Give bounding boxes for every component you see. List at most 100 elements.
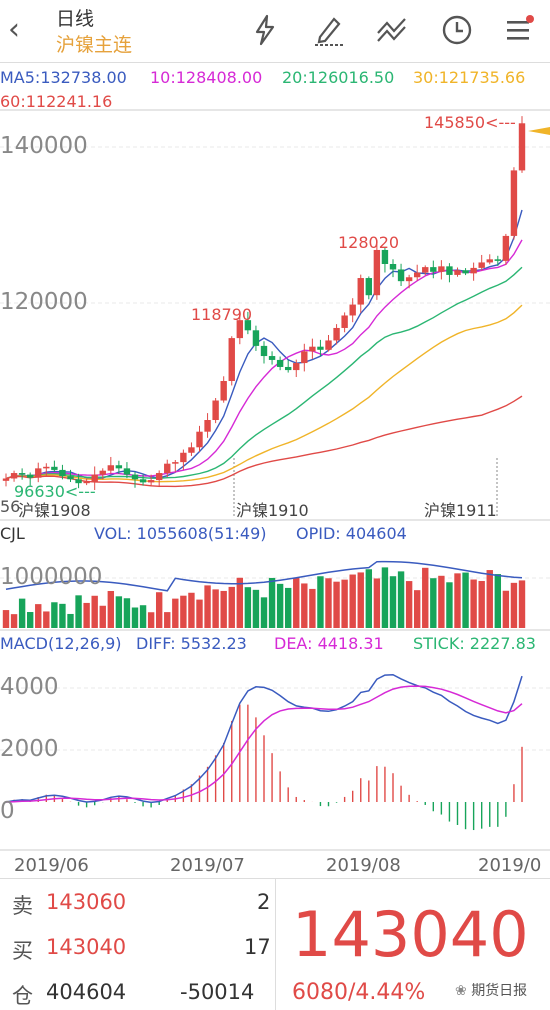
candle-body xyxy=(10,473,18,479)
oi-change: -50014 xyxy=(180,980,255,1004)
volume-bar xyxy=(502,590,510,628)
candle-body xyxy=(107,465,115,471)
diff-line xyxy=(5,673,523,804)
volume-bar xyxy=(276,583,284,628)
candle-body xyxy=(123,468,131,475)
macd-sticks xyxy=(13,704,523,831)
macd-axis-2000: 2000 xyxy=(0,736,59,762)
last-price: 143040 xyxy=(292,898,529,971)
date-label: 2019/07 xyxy=(170,855,245,876)
volume-bar xyxy=(196,599,203,628)
vol-axis-1000000: 1000000 xyxy=(0,564,103,590)
candle-body xyxy=(164,463,171,474)
candles xyxy=(2,116,526,490)
watermark: ❀ 期货日报 xyxy=(455,980,527,1000)
volume-bar xyxy=(188,592,195,628)
annotation-128020: 128020 xyxy=(338,233,400,252)
current-price-marker xyxy=(528,127,550,135)
candle-body xyxy=(405,277,413,282)
menu-icon[interactable] xyxy=(502,13,536,47)
oi-label: 仓 xyxy=(12,984,33,1008)
candle-body xyxy=(446,266,453,275)
volume-bar xyxy=(454,573,461,628)
candle-body xyxy=(99,470,106,475)
buy-qty: 17 xyxy=(244,935,271,959)
draw-line-icon[interactable] xyxy=(375,13,409,47)
volume-bar xyxy=(172,598,179,628)
opid-line xyxy=(5,560,523,592)
annotation-118790: 118790 xyxy=(191,305,253,324)
candle-body xyxy=(462,270,469,274)
opid-label: OPID: 404604 xyxy=(296,524,407,543)
volume-bar xyxy=(462,572,469,628)
candle-body xyxy=(422,267,429,273)
volume-bar xyxy=(438,575,445,628)
volume-bar xyxy=(180,595,187,628)
contract-subtitle[interactable]: 沪镍主连 xyxy=(56,34,133,56)
candle-body xyxy=(518,123,526,171)
volume-bar xyxy=(446,582,453,628)
volume-bar xyxy=(341,579,348,628)
dea-line xyxy=(5,685,523,803)
candle-body xyxy=(228,338,235,381)
volume-bar xyxy=(26,612,34,628)
candle-body xyxy=(147,480,155,483)
diff-label: DIFF: 5532.23 xyxy=(136,634,247,653)
ma10-label: 10:128408.00 xyxy=(150,68,263,87)
candle-body xyxy=(196,431,203,448)
volume-bar xyxy=(486,570,493,628)
candle-body xyxy=(18,473,26,475)
candle-body xyxy=(260,345,268,357)
volume-bar xyxy=(75,595,82,628)
lightning-icon[interactable] xyxy=(248,13,282,47)
candle-body xyxy=(510,170,518,236)
volume-bar xyxy=(51,602,58,628)
pen-icon[interactable] xyxy=(312,13,346,47)
sell-label: 卖 xyxy=(12,894,33,918)
buy-label: 买 xyxy=(12,939,33,963)
candle-body xyxy=(51,466,58,470)
ma60-line xyxy=(5,395,523,488)
volume-bar xyxy=(349,574,356,628)
candle-body xyxy=(438,266,445,272)
volume-bar xyxy=(317,576,324,628)
candle-body xyxy=(284,366,292,371)
volume-bar xyxy=(107,591,115,628)
candle-body xyxy=(26,474,34,478)
candle-body xyxy=(276,359,284,367)
candle-body xyxy=(430,267,437,272)
volume-bar xyxy=(10,614,18,628)
candle-body xyxy=(309,346,316,352)
cjl-label: CJL xyxy=(0,524,25,543)
candle-body xyxy=(454,270,461,275)
volume-bar xyxy=(228,586,235,628)
candle-body xyxy=(341,315,348,328)
volume-bar xyxy=(99,605,106,628)
ma20-label: 20:126016.50 xyxy=(282,68,395,87)
ma30-line xyxy=(5,304,523,483)
candle-body xyxy=(188,447,195,453)
candle-body xyxy=(325,340,332,350)
volume-bar xyxy=(244,587,252,628)
wechat-icon: ❀ xyxy=(455,983,467,999)
candle-body xyxy=(2,478,10,481)
candle-body xyxy=(75,479,82,484)
contract-1908: 沪镍1908 xyxy=(18,501,91,520)
candle-body xyxy=(139,479,147,483)
macd-label: MACD(12,26,9) xyxy=(0,634,122,653)
back-icon[interactable]: ‹ xyxy=(8,12,20,47)
price-axis-140000: 140000 xyxy=(0,133,88,159)
candle-body xyxy=(244,320,252,331)
candle-body xyxy=(365,278,373,296)
volume-bar xyxy=(83,602,90,628)
candle-body xyxy=(317,346,324,350)
clock-icon[interactable] xyxy=(440,13,474,47)
kline-chart[interactable] xyxy=(0,0,550,870)
candle-body xyxy=(357,278,364,305)
candle-body xyxy=(494,259,502,261)
volume-bar xyxy=(115,596,123,628)
candle-body xyxy=(220,381,227,401)
volume-bar xyxy=(2,610,10,628)
sell-qty: 2 xyxy=(257,890,271,914)
volume-bar xyxy=(430,578,437,628)
